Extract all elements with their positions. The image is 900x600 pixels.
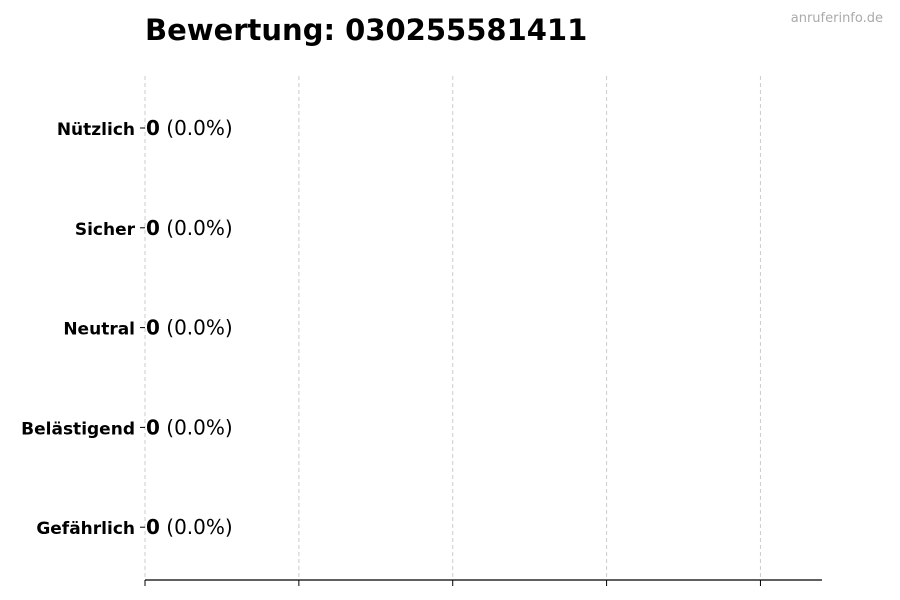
value-percent: (0.0%) xyxy=(160,316,233,340)
chart-title: Bewertung: 030255581411 xyxy=(145,13,587,47)
value-count: 0 xyxy=(146,415,160,439)
value-percent: (0.0%) xyxy=(160,216,233,240)
category-label: Belästigend xyxy=(21,419,135,439)
x-axis xyxy=(140,127,822,586)
value-count: 0 xyxy=(146,316,160,340)
grid xyxy=(144,76,761,580)
watermark: anruferinfo.de xyxy=(791,11,883,26)
value-label: 0 (0.0%) xyxy=(146,116,233,140)
category-label: Gefährlich xyxy=(36,519,135,539)
category-label: Nützlich xyxy=(57,120,135,140)
value-percent: (0.0%) xyxy=(160,116,233,140)
value-label: 0 (0.0%) xyxy=(146,415,233,439)
category-label: Sicher xyxy=(75,220,136,240)
value-label: 0 (0.0%) xyxy=(146,316,233,340)
value-count: 0 xyxy=(146,116,160,140)
value-label: 0 (0.0%) xyxy=(146,515,233,539)
value-count: 0 xyxy=(146,515,160,539)
value-percent: (0.0%) xyxy=(160,515,233,539)
value-percent: (0.0%) xyxy=(160,415,233,439)
category-label: Neutral xyxy=(63,320,135,340)
labels: Nützlich 0 (0.0%) Sicher 0 (0.0%) Neutral 0 (… xyxy=(21,116,233,539)
value-count: 0 xyxy=(146,216,160,240)
value-label: 0 (0.0%) xyxy=(146,216,233,240)
